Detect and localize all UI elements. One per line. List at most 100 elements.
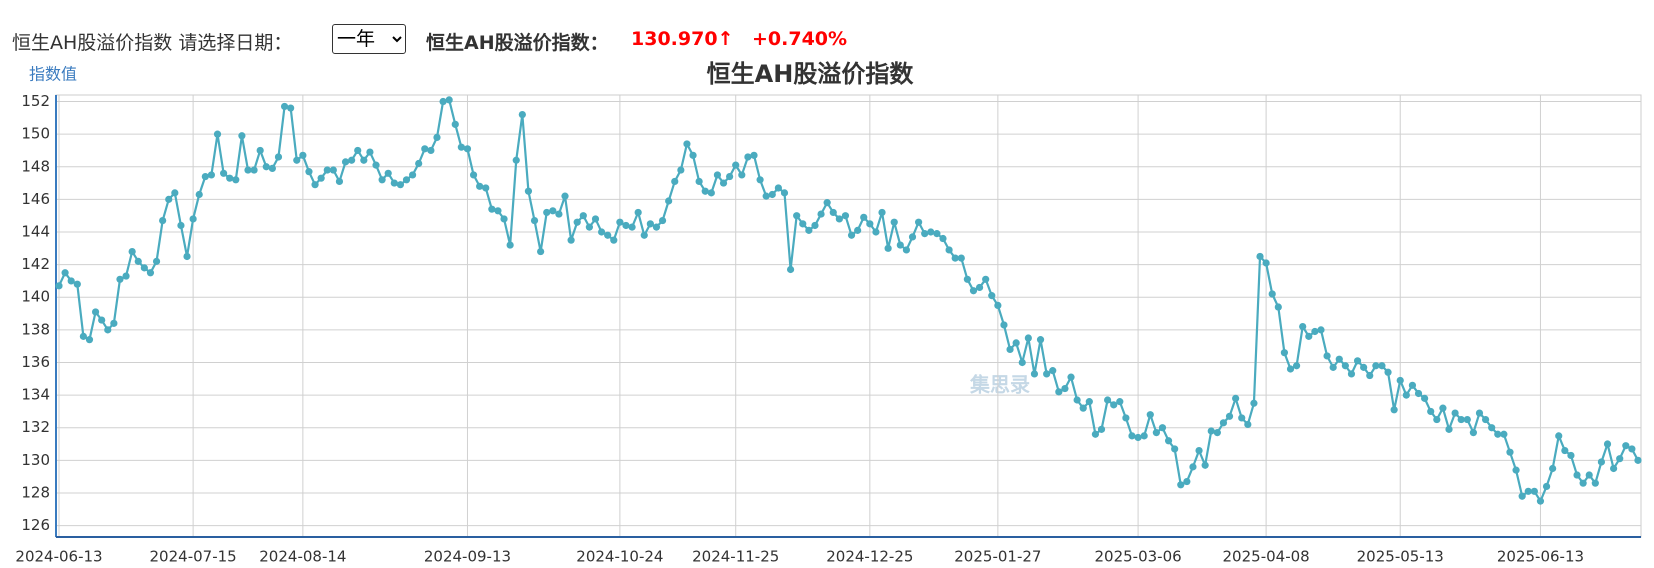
point-marker bbox=[1110, 401, 1118, 409]
index-label: 恒生AH股溢价指数： bbox=[426, 32, 609, 54]
point-marker bbox=[299, 151, 307, 159]
point-marker bbox=[445, 96, 453, 104]
point-marker bbox=[652, 223, 661, 231]
point-marker bbox=[1225, 412, 1234, 420]
point-marker bbox=[177, 221, 185, 230]
point-marker bbox=[1171, 445, 1179, 453]
point-marker bbox=[1524, 487, 1532, 495]
point-marker bbox=[1518, 492, 1526, 500]
point-marker bbox=[841, 212, 850, 220]
x-tick-label: 2024-11-25 bbox=[692, 548, 779, 566]
point-marker bbox=[85, 336, 94, 344]
point-marker bbox=[372, 161, 380, 169]
point-marker bbox=[61, 269, 69, 277]
point-marker bbox=[530, 216, 539, 225]
point-marker bbox=[1189, 463, 1197, 471]
point-marker bbox=[1347, 370, 1356, 378]
y-tick-label: 134 bbox=[21, 386, 50, 404]
point-marker bbox=[1402, 391, 1410, 399]
point-marker bbox=[213, 130, 222, 138]
x-tick-label: 2024-07-15 bbox=[150, 548, 237, 566]
point-marker bbox=[817, 210, 825, 218]
point-marker bbox=[134, 257, 142, 265]
point-marker bbox=[439, 97, 447, 106]
point-marker bbox=[921, 230, 929, 238]
point-marker bbox=[1628, 445, 1636, 453]
y-tick-label: 132 bbox=[21, 418, 50, 436]
point-marker bbox=[640, 231, 648, 239]
point-marker bbox=[183, 252, 191, 261]
point-marker bbox=[726, 172, 734, 181]
point-marker bbox=[390, 179, 398, 187]
point-marker bbox=[573, 218, 581, 226]
point-marker bbox=[835, 215, 843, 223]
point-marker bbox=[268, 164, 276, 172]
y-tick-label: 148 bbox=[21, 157, 50, 175]
point-marker bbox=[1067, 373, 1075, 381]
point-marker bbox=[1097, 425, 1106, 433]
point-marker bbox=[890, 218, 898, 226]
index-value: 130.970↑ bbox=[631, 28, 734, 50]
point-marker bbox=[427, 146, 435, 155]
point-marker bbox=[1500, 430, 1508, 438]
point-marker bbox=[634, 208, 642, 217]
point-marker bbox=[469, 171, 478, 179]
point-marker bbox=[274, 153, 283, 161]
point-marker bbox=[1591, 479, 1599, 487]
point-marker bbox=[884, 244, 892, 252]
point-marker bbox=[1542, 482, 1551, 491]
point-marker bbox=[311, 181, 319, 189]
point-marker bbox=[1555, 432, 1563, 440]
point-marker bbox=[860, 213, 868, 221]
period-select[interactable]: 一年 bbox=[332, 24, 406, 54]
point-marker bbox=[220, 169, 228, 177]
point-marker bbox=[939, 234, 947, 243]
point-marker bbox=[1122, 414, 1130, 422]
point-marker bbox=[799, 220, 807, 228]
point-marker bbox=[1573, 471, 1581, 479]
point-marker bbox=[1634, 456, 1642, 464]
point-marker bbox=[1286, 365, 1295, 373]
point-marker bbox=[1457, 415, 1465, 424]
point-marker bbox=[628, 223, 636, 231]
point-marker bbox=[555, 210, 563, 218]
point-marker bbox=[98, 316, 106, 324]
point-marker bbox=[1274, 303, 1282, 311]
point-marker bbox=[1055, 388, 1063, 396]
point-marker bbox=[244, 166, 252, 174]
point-marker bbox=[104, 326, 112, 334]
point-marker bbox=[1622, 442, 1630, 450]
point-marker bbox=[1079, 404, 1087, 412]
point-marker bbox=[341, 158, 350, 166]
point-marker bbox=[854, 226, 862, 234]
point-marker bbox=[805, 226, 813, 234]
point-marker bbox=[1244, 420, 1252, 429]
point-marker bbox=[189, 215, 197, 223]
x-tick-label: 2025-06-13 bbox=[1497, 548, 1584, 566]
point-marker bbox=[1299, 323, 1307, 331]
point-marker bbox=[1494, 430, 1502, 438]
y-tick-label: 146 bbox=[21, 190, 50, 208]
point-marker bbox=[165, 195, 173, 203]
point-marker bbox=[585, 223, 593, 231]
point-marker bbox=[1396, 376, 1404, 385]
point-marker bbox=[1256, 252, 1264, 261]
point-marker bbox=[524, 187, 533, 195]
x-tick-label: 2025-01-27 bbox=[954, 548, 1041, 566]
point-marker bbox=[604, 231, 612, 239]
point-marker bbox=[762, 192, 770, 200]
point-marker bbox=[122, 272, 130, 280]
point-marker bbox=[561, 192, 569, 200]
point-marker bbox=[1317, 326, 1325, 334]
point-marker bbox=[1280, 349, 1289, 357]
x-tick-label: 2025-05-13 bbox=[1357, 548, 1444, 566]
point-marker bbox=[780, 189, 789, 197]
point-marker bbox=[256, 146, 264, 155]
point-marker bbox=[878, 208, 886, 217]
point-marker bbox=[1549, 464, 1557, 473]
point-marker bbox=[768, 190, 776, 199]
point-marker bbox=[262, 163, 270, 171]
x-tick-label: 2024-08-14 bbox=[259, 548, 346, 566]
point-marker bbox=[482, 184, 490, 192]
point-marker bbox=[1128, 432, 1136, 440]
